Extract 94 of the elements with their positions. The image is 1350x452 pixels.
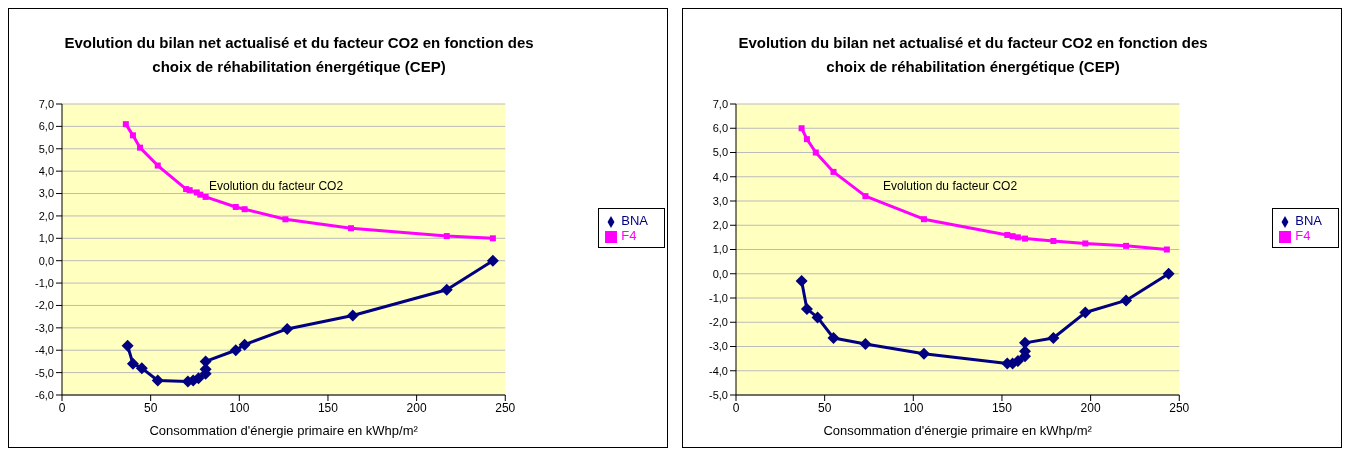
- x-tick-label: 50: [143, 400, 158, 415]
- point: [121, 339, 134, 352]
- y-tick-label: -5,0: [35, 366, 54, 379]
- y-tick-label: 2,0: [38, 209, 54, 222]
- point: [202, 193, 209, 200]
- y-tick-label: -3,0: [709, 340, 728, 353]
- point: [1120, 294, 1133, 307]
- point: [1047, 332, 1060, 345]
- x-tick-label: 250: [495, 400, 516, 415]
- y-tick-label: -6,0: [35, 388, 54, 401]
- x-axis-title: Consommation d'énergie primaire en kWhp/m²: [823, 423, 1093, 438]
- point: [795, 275, 808, 288]
- x-tick-label: 0: [732, 400, 740, 415]
- x-tick-label: 50: [817, 400, 832, 415]
- point: [1050, 238, 1057, 245]
- point: [1082, 240, 1089, 247]
- point: [1022, 235, 1029, 242]
- y-tick-label: -1,0: [35, 276, 54, 289]
- x-tick-label: 100: [229, 400, 250, 415]
- y-tick-label: 2,0: [712, 219, 728, 232]
- point: [827, 332, 840, 345]
- point: [920, 216, 927, 223]
- x-tick-label: 100: [903, 400, 924, 415]
- point: [129, 132, 136, 139]
- x-tick-label: 0: [58, 400, 66, 415]
- chart-title: Evolution du bilan net actualisé et du facteur CO2 en fonction des choix de réhabilitation énergétique (CEP): [63, 33, 535, 77]
- point: [137, 144, 144, 151]
- y-tick-label: 0,0: [38, 254, 54, 267]
- point: [486, 254, 499, 267]
- point: [862, 193, 869, 200]
- y-tick-label: -2,0: [35, 299, 54, 312]
- point: [151, 374, 164, 387]
- legend-label: BNA: [1295, 213, 1322, 228]
- point: [798, 125, 805, 132]
- annotation: Evolution du facteur CO2: [883, 179, 1018, 193]
- y-tick-label: 5,0: [38, 142, 54, 155]
- y-tick-label: -2,0: [709, 316, 728, 329]
- point: [238, 338, 251, 351]
- point: [1004, 231, 1011, 238]
- y-tick-label: -3,0: [35, 321, 54, 334]
- point: [811, 311, 824, 324]
- point: [803, 136, 810, 143]
- point: [229, 344, 242, 357]
- y-tick-label: -4,0: [709, 364, 728, 377]
- point: [489, 235, 496, 242]
- point: [1163, 246, 1170, 253]
- point: [830, 168, 837, 175]
- x-axis-title: Consommation d'énergie primaire en kWhp/m²: [149, 423, 419, 438]
- y-tick-label: -1,0: [709, 291, 728, 304]
- point: [440, 283, 453, 296]
- point: [443, 233, 450, 240]
- legend-label: F4: [1295, 228, 1311, 243]
- x-tick-label: 250: [1169, 400, 1190, 415]
- y-tick-label: 6,0: [38, 120, 54, 133]
- y-tick-label: 4,0: [38, 165, 54, 178]
- y-tick-label: 0,0: [712, 267, 728, 280]
- point: [232, 203, 239, 210]
- point: [241, 206, 248, 213]
- point: [1014, 234, 1021, 241]
- y-tick-label: 3,0: [712, 194, 728, 207]
- point: [154, 162, 161, 169]
- point: [812, 149, 819, 156]
- point: [135, 362, 148, 375]
- point: [859, 338, 872, 351]
- x-tick-label: 150: [317, 400, 339, 415]
- point: [1162, 267, 1175, 280]
- x-tick-label: 200: [406, 400, 427, 415]
- annotation: Evolution du facteur CO2: [209, 179, 344, 193]
- point: [1123, 242, 1130, 249]
- legend-label: BNA: [621, 213, 648, 228]
- point: [281, 322, 294, 335]
- y-tick-label: 7,0: [712, 97, 728, 110]
- y-tick-label: 7,0: [38, 97, 54, 110]
- point: [126, 357, 139, 370]
- x-tick-label: 150: [991, 400, 1013, 415]
- legend-label: F4: [621, 228, 637, 243]
- y-tick-label: 1,0: [38, 232, 54, 245]
- y-tick-label: 4,0: [712, 170, 728, 183]
- chart-title: Evolution du bilan net actualisé et du facteur CO2 en fonction des choix de réhabilitation énergétique (CEP): [737, 33, 1209, 77]
- y-tick-label: 1,0: [712, 243, 728, 256]
- y-tick-label: 5,0: [712, 146, 728, 159]
- y-tick-label: -5,0: [709, 388, 728, 401]
- point: [1079, 306, 1092, 319]
- point: [348, 225, 355, 232]
- point: [282, 216, 289, 223]
- x-tick-label: 200: [1080, 400, 1101, 415]
- y-tick-label: 6,0: [712, 122, 728, 135]
- y-tick-label: -4,0: [35, 344, 54, 357]
- point: [197, 191, 204, 198]
- point: [346, 309, 359, 322]
- point: [122, 121, 129, 128]
- point: [917, 347, 930, 360]
- y-tick-label: 3,0: [38, 187, 54, 200]
- point: [800, 302, 813, 315]
